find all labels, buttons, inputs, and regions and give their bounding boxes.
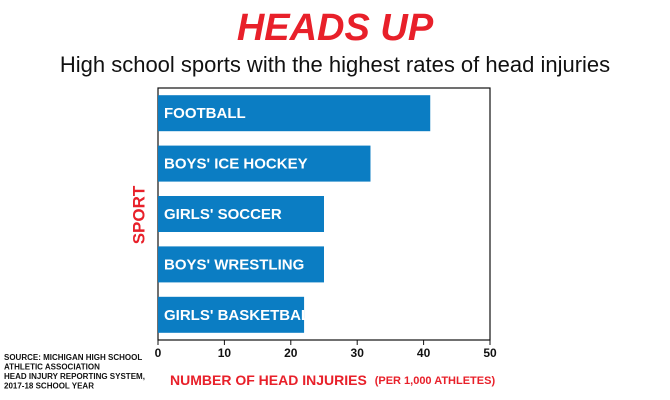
bar-category-label: FOOTBALL <box>164 105 246 122</box>
bar-category-label: BOYS' ICE HOCKEY <box>164 156 308 173</box>
bar-category-label: GIRLS' SOCCER <box>164 206 282 223</box>
x-tick-label: 30 <box>351 346 365 360</box>
source-note: HEAD INJURY REPORTING SYSTEM, <box>4 372 145 381</box>
x-tick-label: 10 <box>218 346 232 360</box>
bar <box>158 246 324 283</box>
bar <box>158 95 431 132</box>
x-tick-label: 40 <box>417 346 431 360</box>
bar <box>158 145 371 182</box>
chart-subtitle: High school sports with the highest rate… <box>60 52 610 77</box>
source-note: 2017-18 SCHOOL YEAR <box>4 382 94 391</box>
bar <box>158 296 305 333</box>
bar-category-label: BOYS' WRESTLING <box>164 256 304 273</box>
x-tick-label: 0 <box>155 346 162 360</box>
x-axis-label-main: NUMBER OF HEAD INJURIES <box>170 372 367 388</box>
x-axis-label-unit: (PER 1,000 ATHLETES) <box>375 375 496 387</box>
source-note: SOURCE: MICHIGAN HIGH SCHOOL <box>4 353 142 362</box>
x-tick-label: 50 <box>483 346 497 360</box>
bar-category-label: GIRLS' BASKETBALL <box>164 307 319 324</box>
y-axis-label: SPORT <box>129 185 148 244</box>
chart-title: HEADS UP <box>237 7 434 49</box>
source-note: ATHLETIC ASSOCIATION <box>4 363 100 372</box>
x-axis-label: NUMBER OF HEAD INJURIES (PER 1,000 ATHLE… <box>170 372 495 388</box>
bar <box>158 196 324 232</box>
x-tick-label: 20 <box>284 346 298 360</box>
